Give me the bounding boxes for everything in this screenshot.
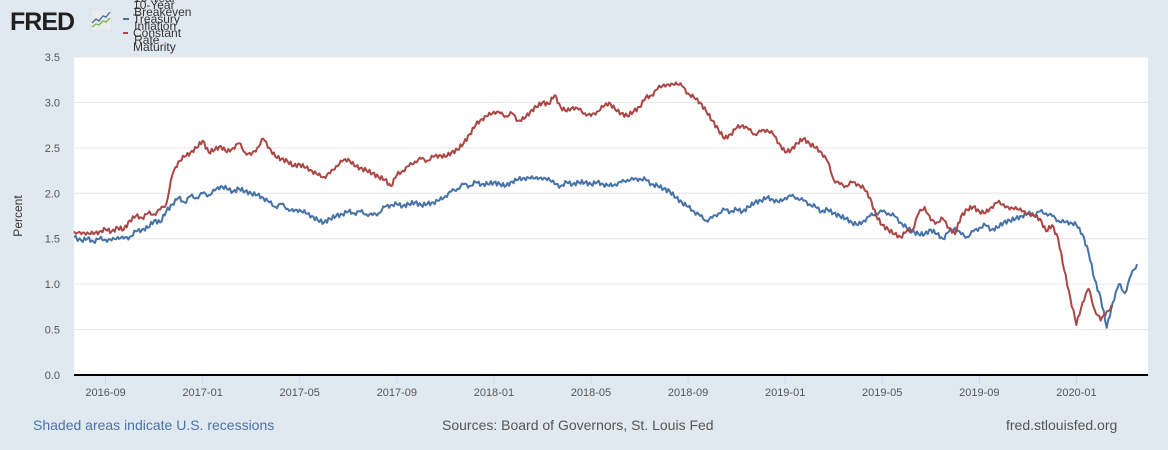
series-lines: [73, 81, 1139, 329]
site-link[interactable]: fred.stlouisfed.org: [1006, 417, 1118, 433]
x-tick-label: 2018-05: [571, 387, 611, 399]
x-tick-label: 2017-09: [377, 387, 417, 399]
legend-label-breakeven: 10-Year Breakeven Inflation Rate: [134, 0, 192, 47]
y-tick-label: 2.5: [45, 143, 60, 155]
x-tick-label: 2018-01: [474, 387, 514, 399]
recession-note-link[interactable]: Shaded areas indicate U.S. recessions: [33, 417, 275, 433]
x-tick-label: 2017-01: [182, 387, 222, 399]
y-tick-label: 3.5: [45, 52, 60, 64]
y-tick-label: 2.0: [45, 188, 60, 200]
x-tick-label: 2020-01: [1056, 387, 1096, 399]
y-axis-label: Percent: [11, 195, 25, 237]
legend-swatch-breakeven: [123, 18, 130, 20]
fred-logo[interactable]: FRED: [10, 8, 75, 36]
sources-text: Sources: Board of Governors, St. Louis F…: [442, 417, 714, 433]
y-tick-label: 1.5: [45, 234, 60, 246]
series-line-breakeven[interactable]: [73, 175, 1139, 329]
plot-area: [74, 57, 1148, 375]
x-tick-label: 2019-01: [765, 387, 805, 399]
legend-swatch-treasury: [123, 32, 129, 34]
gridlines: [74, 56, 1148, 331]
y-tick-label: 0.0: [45, 370, 60, 382]
y-tick-label: 3.0: [45, 97, 60, 109]
chart-legend: 10-Year Breakeven Inflation Rate 10-Year…: [123, 0, 201, 68]
legend-item-breakeven[interactable]: 10-Year Breakeven Inflation Rate: [123, 0, 201, 47]
x-tick-label: 2018-09: [668, 387, 708, 399]
series-line-treasury[interactable]: [73, 81, 1114, 326]
x-tick-label: 2016-09: [85, 387, 125, 399]
x-axis-ticks: 2016-09 2017-01 2017-05 2017-09 2018-01 2018-…: [85, 375, 1097, 399]
fred-chart-icon: [90, 9, 112, 31]
y-tick-label: 0.5: [45, 325, 60, 337]
x-tick-label: 2019-09: [959, 387, 999, 399]
x-tick-label: 2019-05: [862, 387, 902, 399]
y-tick-label: 1.0: [45, 279, 60, 291]
x-tick-label: 2017-05: [280, 387, 320, 399]
y-axis-ticks: 0.0 0.5 1.0 1.5 2.0 2.5 3.0 3.5: [45, 52, 60, 382]
